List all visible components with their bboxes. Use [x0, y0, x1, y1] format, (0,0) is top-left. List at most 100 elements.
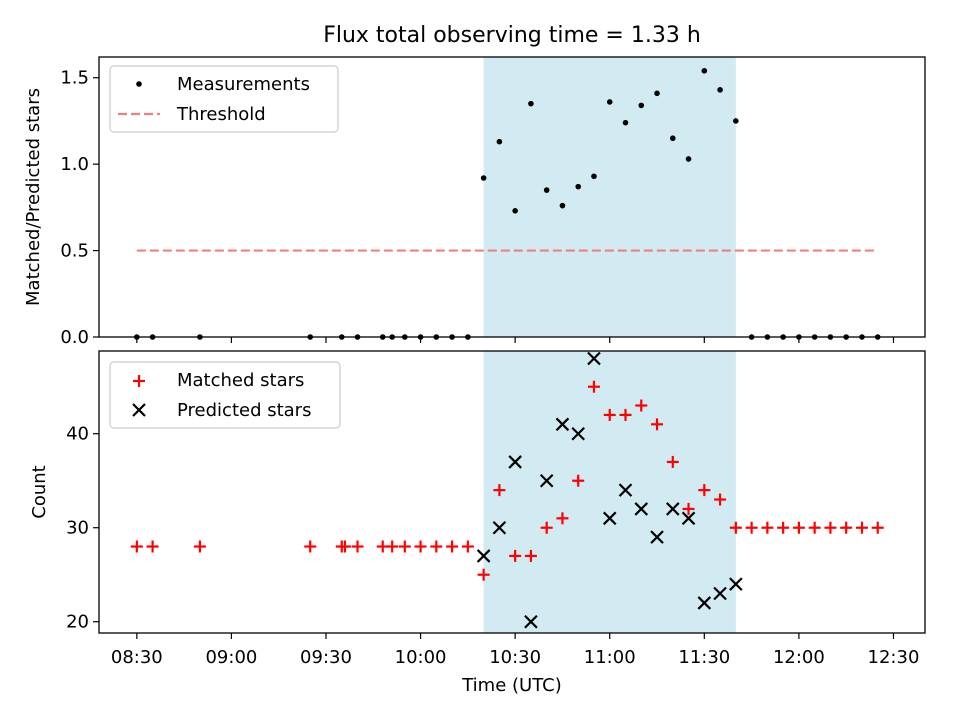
- x-tick-label: 09:30: [300, 647, 352, 668]
- predicted-star-point: [666, 502, 680, 516]
- bottom-panel: 20 30 40 08:30 09:00 09:30 10:00 10:30 11:00 11:…: [29, 350, 926, 696]
- matched-star-point: [698, 484, 711, 497]
- predicted-star-point: [618, 483, 633, 497]
- matched-star-point: [351, 540, 364, 553]
- matched-stars-layer: [130, 380, 884, 581]
- matched-star-point: [304, 540, 317, 553]
- x-axis-label: Time (UTC): [461, 675, 562, 696]
- measurement-point: [559, 202, 566, 209]
- legend-matched-marker: [133, 375, 145, 387]
- matched-star-point: [792, 521, 805, 534]
- top-x-axis-ticks: [136, 337, 895, 343]
- matched-star-point: [338, 540, 351, 553]
- bottom-y-tick-label: 40: [66, 424, 89, 445]
- matched-star-point: [524, 549, 537, 562]
- legend-measurements-marker: [136, 81, 142, 87]
- predicted-star-point: [508, 455, 522, 469]
- predicted-star-point: [539, 473, 554, 488]
- matched-star-point: [509, 549, 522, 562]
- measurement-point: [701, 68, 708, 74]
- predicted-stars-layer: [476, 351, 743, 629]
- predicted-star-point: [713, 586, 727, 601]
- measurement-point: [733, 118, 739, 124]
- matched-star-point: [477, 568, 490, 581]
- matched-star-point: [603, 408, 616, 421]
- measurement-point: [669, 135, 676, 142]
- matched-star-point: [871, 521, 884, 534]
- top-axes-frame: [98, 56, 926, 338]
- predicted-star-point: [492, 520, 507, 535]
- bottom-x-axis: 08:30 09:00 09:30 10:00 10:30 11:00 11:30 12:00…: [111, 633, 919, 668]
- matched-star-point: [666, 455, 679, 468]
- matched-star-point: [493, 484, 506, 497]
- matched-star-point: [130, 540, 143, 553]
- bottom-y-axis-label: Count: [29, 465, 50, 518]
- matched-star-point: [446, 540, 459, 553]
- bottom-y-axis: 20 30 40: [66, 424, 99, 633]
- matched-star-point: [777, 521, 790, 534]
- bottom-y-tick-label: 30: [66, 518, 89, 539]
- predicted-star-point: [697, 596, 712, 610]
- top-y-tick-label: 0.0: [60, 327, 89, 348]
- legend-predicted-label: Predicted stars: [177, 400, 311, 421]
- measurement-point: [591, 173, 597, 180]
- measurement-point: [685, 156, 692, 162]
- bottom-axes-frame: [98, 350, 926, 634]
- legend-predicted-marker: [132, 403, 146, 417]
- bottom-legend-box: [109, 361, 341, 429]
- legend-threshold-label: Threshold: [176, 104, 266, 125]
- measurement-point: [543, 187, 550, 193]
- measurement-point: [480, 175, 487, 181]
- bottom-observing-interval-shade: [483, 351, 736, 633]
- top-y-tick-label: 1.5: [60, 68, 89, 89]
- measurement-point: [496, 138, 503, 145]
- matched-star-point: [414, 540, 427, 553]
- measurement-point: [638, 102, 645, 109]
- measurement-point: [512, 208, 518, 214]
- matched-star-point: [808, 521, 821, 534]
- bottom-y-tick-label: 20: [66, 612, 89, 633]
- top-observing-interval-shade: [483, 57, 736, 337]
- x-tick-label: 08:30: [111, 647, 163, 668]
- predicted-star-point: [729, 577, 743, 591]
- predicted-star-point: [571, 426, 585, 441]
- legend-matched-label: Matched stars: [177, 370, 304, 391]
- top-y-tick-label: 0.5: [60, 241, 89, 262]
- chart-title: Flux total observing time = 1.33 h: [323, 23, 701, 48]
- matched-star-point: [587, 380, 600, 393]
- measurement-point: [606, 99, 613, 105]
- matched-star-point: [761, 521, 774, 534]
- top-y-axis: 0.0 0.5 1.0 1.5: [60, 68, 99, 348]
- matched-star-point: [729, 521, 742, 534]
- predicted-star-point: [524, 614, 538, 629]
- matched-star-point: [540, 521, 553, 534]
- top-y-axis-label: Matched/Predicted stars: [23, 88, 44, 306]
- x-tick-label: 11:00: [584, 647, 636, 668]
- measurement-point: [528, 100, 534, 107]
- x-tick-label: 12:00: [773, 647, 825, 668]
- matched-star-point: [855, 521, 868, 534]
- predicted-star-point: [681, 511, 696, 526]
- matched-star-point: [572, 474, 585, 487]
- top-y-tick-label: 1.0: [60, 154, 89, 175]
- predicted-star-point: [650, 530, 664, 544]
- predicted-star-point: [587, 351, 601, 366]
- matched-star-point: [386, 540, 399, 553]
- matched-star-point: [651, 418, 664, 431]
- legend-measurements-label: Measurements: [177, 74, 310, 95]
- x-tick-label: 10:00: [395, 647, 447, 668]
- top-legend: Measurements Threshold: [109, 65, 339, 133]
- matched-star-point: [146, 540, 159, 553]
- matched-star-point: [619, 408, 632, 421]
- bottom-legend: Matched stars Predicted stars: [109, 361, 341, 429]
- predicted-star-point: [634, 502, 649, 516]
- measurement-point: [575, 183, 582, 190]
- matched-star-point: [193, 540, 206, 553]
- matched-star-point: [635, 399, 648, 412]
- matched-star-point: [714, 493, 727, 506]
- measurement-point: [622, 119, 629, 126]
- top-legend-box: [109, 65, 339, 133]
- predicted-star-point: [602, 511, 617, 526]
- matched-star-point: [461, 540, 474, 553]
